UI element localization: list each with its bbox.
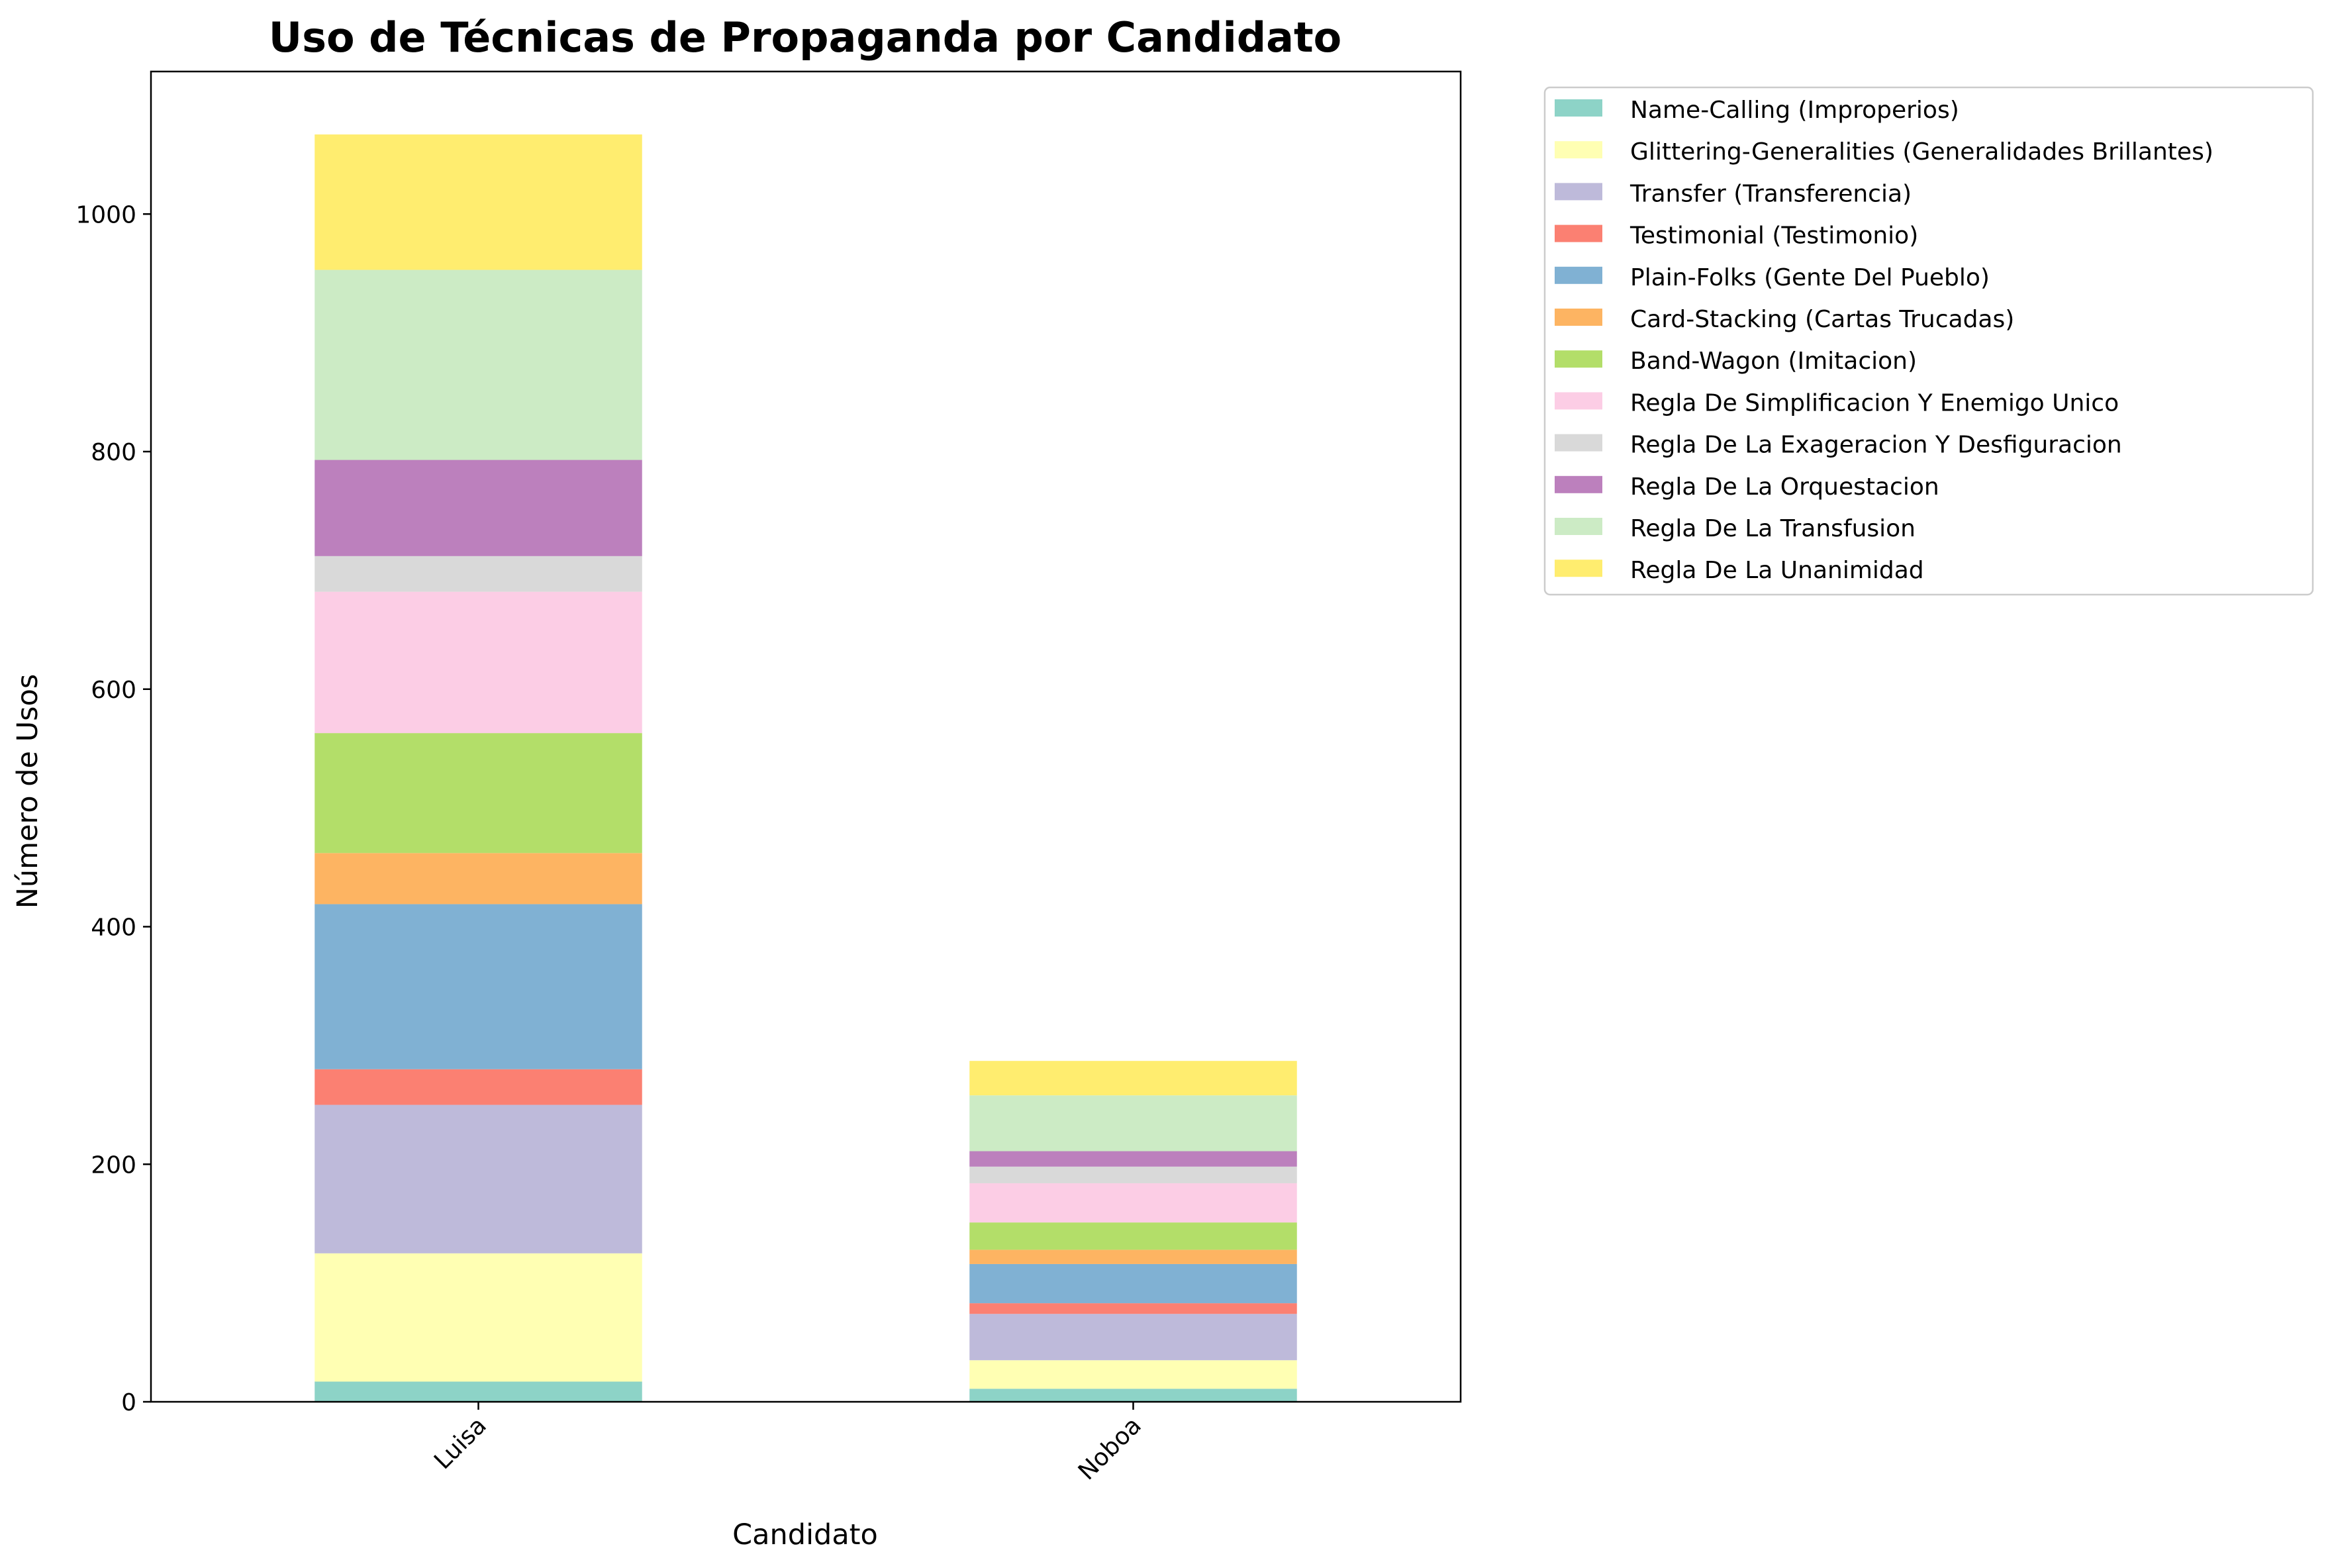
bar-segment-noboa-regla-de-simplificacion-y-enemigo-unico bbox=[969, 1183, 1297, 1223]
bar-segment-luisa-transfer-transferencia bbox=[315, 1104, 642, 1253]
legend-label-name-calling-improperios: Name-Calling (Improperios) bbox=[1630, 97, 1959, 124]
bar-segment-luisa-plain-folks-gente-del-pueblo bbox=[315, 904, 642, 1069]
bar-segment-luisa-testimonial-testimonio bbox=[315, 1069, 642, 1105]
y-tick-label: 400 bbox=[91, 914, 136, 942]
legend-swatch-plain-folks-gente-del-pueblo bbox=[1555, 266, 1602, 284]
legend-label-plain-folks-gente-del-pueblo: Plain-Folks (Gente Del Pueblo) bbox=[1630, 264, 1990, 291]
bar-segment-luisa-regla-de-la-orquestacion bbox=[315, 460, 642, 556]
bar-segment-luisa-regla-de-la-transfusion bbox=[315, 270, 642, 460]
legend-label-regla-de-la-exageracion-y-desfiguracion: Regla De La Exageracion Y Desfiguracion bbox=[1630, 432, 2122, 459]
bar-segment-noboa-transfer-transferencia bbox=[969, 1314, 1297, 1361]
x-tick-label-noboa: Noboa bbox=[1073, 1412, 1147, 1485]
bar-segment-noboa-regla-de-la-transfusion bbox=[969, 1095, 1297, 1152]
y-tick-label: 800 bbox=[91, 439, 136, 466]
bar-segment-luisa-band-wagon-imitacion bbox=[315, 733, 642, 854]
legend-label-regla-de-la-orquestacion: Regla De La Orquestacion bbox=[1630, 473, 1939, 501]
y-tick-label: 1000 bbox=[75, 201, 136, 228]
x-tick-label-luisa: Luisa bbox=[429, 1412, 492, 1475]
legend-swatch-regla-de-la-orquestacion bbox=[1555, 475, 1602, 493]
bar-segment-luisa-glittering-generalities-generalidades-brillantes bbox=[315, 1253, 642, 1382]
legend-box bbox=[1543, 86, 2314, 596]
y-tick-label: 0 bbox=[121, 1389, 136, 1416]
y-tick-label: 600 bbox=[91, 677, 136, 704]
bar-segment-noboa-testimonial-testimonio bbox=[969, 1303, 1297, 1314]
x-axis-label: Candidato bbox=[732, 1518, 878, 1551]
bar-segment-luisa-regla-de-simplificacion-y-enemigo-unico bbox=[315, 591, 642, 734]
legend-label-regla-de-simplificacion-y-enemigo-unico: Regla De Simplificacion Y Enemigo Unico bbox=[1630, 389, 2119, 416]
bar-segment-noboa-regla-de-la-unanimidad bbox=[969, 1061, 1297, 1096]
plot-frame bbox=[150, 70, 1462, 1403]
bars-group bbox=[315, 134, 1297, 1402]
legend-label-transfer-transferencia: Transfer (Transferencia) bbox=[1629, 180, 1912, 207]
legend-swatch-regla-de-la-transfusion bbox=[1555, 518, 1602, 535]
bar-segment-noboa-regla-de-la-exageracion-y-desfiguracion bbox=[969, 1166, 1297, 1183]
legend-swatch-band-wagon-imitacion bbox=[1555, 350, 1602, 368]
bar-segment-noboa-regla-de-la-orquestacion bbox=[969, 1151, 1297, 1167]
legend-swatch-transfer-transferencia bbox=[1555, 183, 1602, 201]
legend-label-band-wagon-imitacion: Band-Wagon (Imitacion) bbox=[1630, 348, 1917, 375]
bar-segment-noboa-name-calling-improperios bbox=[969, 1389, 1297, 1402]
chart-title: Uso de Técnicas de Propaganda por Candid… bbox=[269, 13, 1341, 62]
bar-segment-noboa-card-stacking-cartas-trucadas bbox=[969, 1250, 1297, 1264]
y-axis-label: Número de Usos bbox=[11, 674, 44, 908]
bar-segment-noboa-band-wagon-imitacion bbox=[969, 1222, 1297, 1250]
legend-label-glittering-generalities-generalidades-brillantes: Glittering-Generalities (Generalidades B… bbox=[1630, 138, 2213, 166]
y-tick-label: 200 bbox=[91, 1152, 136, 1179]
legend-swatch-regla-de-simplificacion-y-enemigo-unico bbox=[1555, 392, 1602, 410]
bar-segment-luisa-regla-de-la-unanimidad bbox=[315, 134, 642, 270]
bar-segment-luisa-card-stacking-cartas-trucadas bbox=[315, 853, 642, 905]
legend-swatch-card-stacking-cartas-trucadas bbox=[1555, 309, 1602, 326]
legend-label-regla-de-la-unanimidad: Regla De La Unanimidad bbox=[1630, 557, 1924, 584]
legend-label-regla-de-la-transfusion: Regla De La Transfusion bbox=[1630, 515, 1916, 542]
legend-swatch-regla-de-la-unanimidad bbox=[1555, 560, 1602, 577]
legend-swatch-testimonial-testimonio bbox=[1555, 224, 1602, 242]
legend-swatch-name-calling-improperios bbox=[1555, 99, 1602, 117]
bar-segment-noboa-plain-folks-gente-del-pueblo bbox=[969, 1263, 1297, 1304]
legend-label-card-stacking-cartas-trucadas: Card-Stacking (Cartas Trucadas) bbox=[1630, 306, 2014, 333]
legend-label-testimonial-testimonio: Testimonial (Testimonio) bbox=[1629, 222, 1918, 250]
legend: Name-Calling (Improperios) Glittering-Gen… bbox=[1543, 86, 2314, 596]
bar-segment-noboa-glittering-generalities-generalidades-brillantes bbox=[969, 1360, 1297, 1389]
legend-swatch-glittering-generalities-generalidades-brillantes bbox=[1555, 141, 1602, 159]
bar-segment-luisa-name-calling-improperios bbox=[315, 1381, 642, 1402]
bar-segment-luisa-regla-de-la-exageracion-y-desfiguracion bbox=[315, 556, 642, 592]
legend-swatch-regla-de-la-exageracion-y-desfiguracion bbox=[1555, 434, 1602, 452]
